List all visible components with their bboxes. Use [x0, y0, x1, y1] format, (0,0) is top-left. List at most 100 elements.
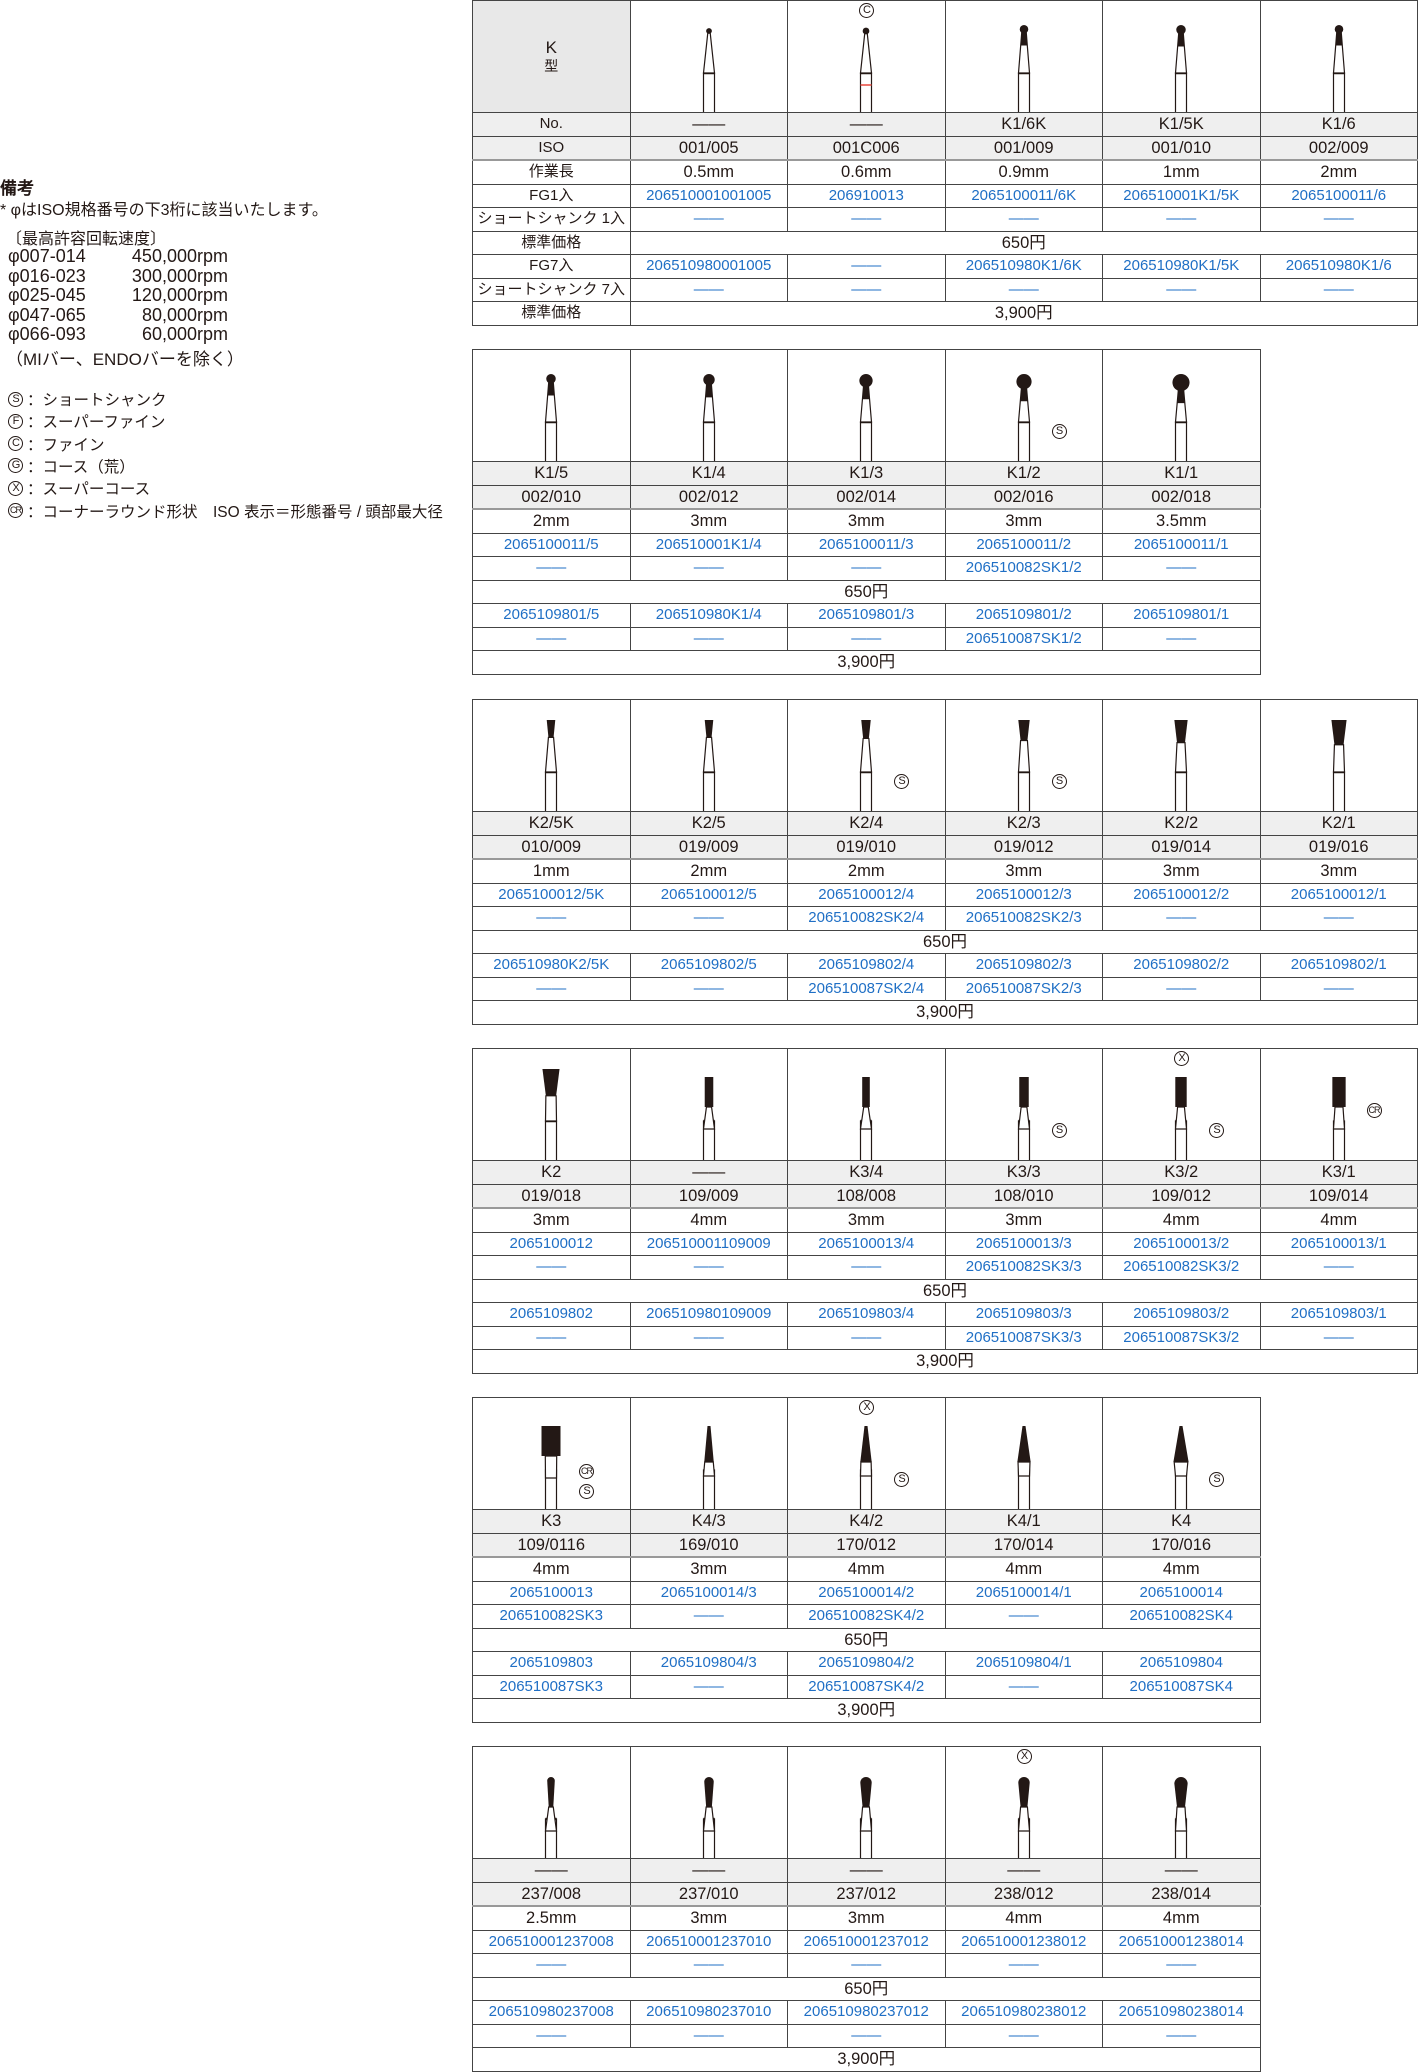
- cell-fg1: 206510001K1/4: [629, 532, 788, 557]
- cell-length: 4mm: [629, 1207, 788, 1233]
- inverted-cone-bur-icon: S: [787, 699, 946, 812]
- bur-neck: [1017, 1106, 1030, 1130]
- round-bur-icon: S: [944, 349, 1103, 462]
- cell-length: 0.6mm: [787, 159, 946, 185]
- legend-text: ：ショートシャンク: [27, 392, 167, 409]
- bur-shank: [702, 72, 715, 112]
- cell-iso: 001/005: [629, 135, 788, 161]
- row-price1: 650円: [472, 929, 1418, 954]
- bur-neck: [1017, 739, 1030, 773]
- cell-short7: ——: [1102, 976, 1261, 1001]
- cell-fg1: 206510001237010: [629, 1929, 788, 1954]
- cell-short7: 206510087SK3/3: [944, 1325, 1103, 1350]
- legend-text: ：ファイン: [27, 436, 105, 454]
- row-short1: —— —— —— 206510082SK1/2 ——: [472, 556, 1261, 581]
- bur-shank: [1332, 72, 1345, 112]
- bur-neck: [702, 30, 715, 74]
- cell-fg7: 2065109804: [1102, 1651, 1261, 1676]
- cell-fg7: ——: [787, 254, 946, 279]
- cell-fg7: 206510980238012: [944, 2000, 1103, 2025]
- row-length: 作業長 0.5mm 0.6mm 0.9mm 1mm 2mm: [472, 159, 1418, 185]
- bur-head: [860, 1426, 872, 1462]
- cell-short7: ——: [629, 976, 788, 1001]
- cell-no: K4/1: [944, 1509, 1103, 1534]
- inverted-cone-bur-icon: [472, 699, 631, 812]
- standard-price: 650円: [472, 1278, 1418, 1303]
- row-iso: 002/010 002/012 002/014 002/016 002/018: [472, 484, 1261, 510]
- diameter-range: φ016-023: [8, 265, 86, 286]
- row-price1: 650円: [472, 1627, 1261, 1652]
- standard-price: 650円: [472, 929, 1418, 954]
- cell-fg1: 2065100014: [1102, 1580, 1261, 1605]
- cell-no: ——: [472, 1858, 631, 1883]
- cell-no: K1/3: [787, 461, 946, 486]
- cell-short1: ——: [629, 1953, 788, 1978]
- taper-bur-icon: [944, 1397, 1103, 1510]
- cell-fg1: 206510001238012: [944, 1929, 1103, 1954]
- row-label-fg7: FG7入: [472, 254, 631, 279]
- circled-mark-icon: S: [579, 1484, 594, 1499]
- cell-iso: 109/012: [1102, 1183, 1261, 1209]
- cell-length: 2mm: [1259, 159, 1418, 185]
- row-label-iso: ISO: [472, 135, 631, 161]
- row-fg1: 206510001237008 206510001237010 2065100012…: [472, 1929, 1261, 1954]
- taper-bur-icon: S: [1102, 1397, 1261, 1510]
- max-rpm: 300,000rpm: [131, 265, 228, 286]
- cell-short7: ——: [1259, 1325, 1418, 1350]
- row-label-price1: 標準価格: [472, 230, 631, 255]
- cell-short1: ——: [944, 1604, 1103, 1629]
- standard-price: 3,900円: [472, 2047, 1261, 2072]
- cell-fg7: 2065109803/3: [944, 1302, 1103, 1327]
- cell-short7: ——: [944, 277, 1103, 302]
- row-no: K2 —— K3/4 K3/3 K3/2 K3/1: [472, 1160, 1418, 1185]
- cell-no: K3/2: [1102, 1160, 1261, 1185]
- bur-head: [547, 1777, 555, 1807]
- standard-price: 3,900円: [472, 1698, 1261, 1723]
- bur-shank: [702, 771, 715, 811]
- bur-head: [859, 374, 873, 388]
- row-length: 1mm 2mm 2mm 3mm 3mm 3mm: [472, 858, 1418, 884]
- row-iso: 019/018 109/009 108/008 108/010 109/012 109/0…: [472, 1183, 1418, 1209]
- cell-fg1: 2065100011/1: [1102, 532, 1261, 557]
- cell-fg7: 206510980K1/5K: [1102, 254, 1261, 279]
- bur-neck: [702, 1106, 715, 1130]
- speed-heading: 〔最高許容回転速度〕: [6, 231, 167, 248]
- row-short1: —— —— —— 206510082SK3/3 206510082SK3/2 ——: [472, 1255, 1418, 1280]
- cell-iso: 002/014: [787, 484, 946, 510]
- round-bur-icon: [472, 349, 631, 462]
- cell-no: K3/3: [944, 1160, 1103, 1185]
- cell-length: 3.5mm: [1102, 508, 1261, 534]
- cell-length: 4mm: [1102, 1556, 1261, 1582]
- row-fg7: 2065109801/5 206510980K1/4 2065109801/3 206…: [472, 603, 1261, 628]
- cell-short1: ——: [1102, 556, 1261, 581]
- cell-short7: ——: [472, 976, 631, 1001]
- cell-fg1: 2065100013/4: [787, 1231, 946, 1256]
- max-rpm: 120,000rpm: [131, 285, 228, 306]
- cell-fg1: 2065100012/3: [944, 882, 1103, 907]
- bur-head: [705, 28, 712, 34]
- bur-head: [860, 1777, 872, 1807]
- max-rpm: 60,000rpm: [141, 324, 228, 345]
- bur-shank: [1017, 421, 1030, 461]
- cell-short7: ——: [629, 277, 788, 302]
- cell-short1: ——: [1102, 906, 1261, 931]
- cell-length: 3mm: [787, 508, 946, 534]
- row-short7: —— —— —— 206510087SK1/2 ——: [472, 626, 1261, 651]
- bur-neck: [702, 1461, 715, 1477]
- cell-no: ——: [1102, 1858, 1261, 1883]
- bur-neck: [859, 1106, 873, 1130]
- cell-iso: 010/009: [472, 834, 631, 860]
- pear-bur-icon: [787, 1746, 946, 1859]
- cell-length: 3mm: [1102, 858, 1261, 884]
- bur-neck-dark: [1335, 29, 1342, 46]
- cell-iso: 237/012: [787, 1881, 946, 1907]
- cell-no: K2/2: [1102, 811, 1261, 836]
- bur-image-row: S X S CR: [472, 1048, 1418, 1161]
- cell-short1: ——: [1259, 906, 1418, 931]
- bur-shank: [1174, 72, 1188, 112]
- taper-point-bur-icon: [629, 0, 788, 113]
- cell-no: K2/3: [944, 811, 1103, 836]
- cell-short7: ——: [1102, 277, 1261, 302]
- bur-head: [1019, 25, 1028, 34]
- cell-length: 2.5mm: [472, 1905, 631, 1931]
